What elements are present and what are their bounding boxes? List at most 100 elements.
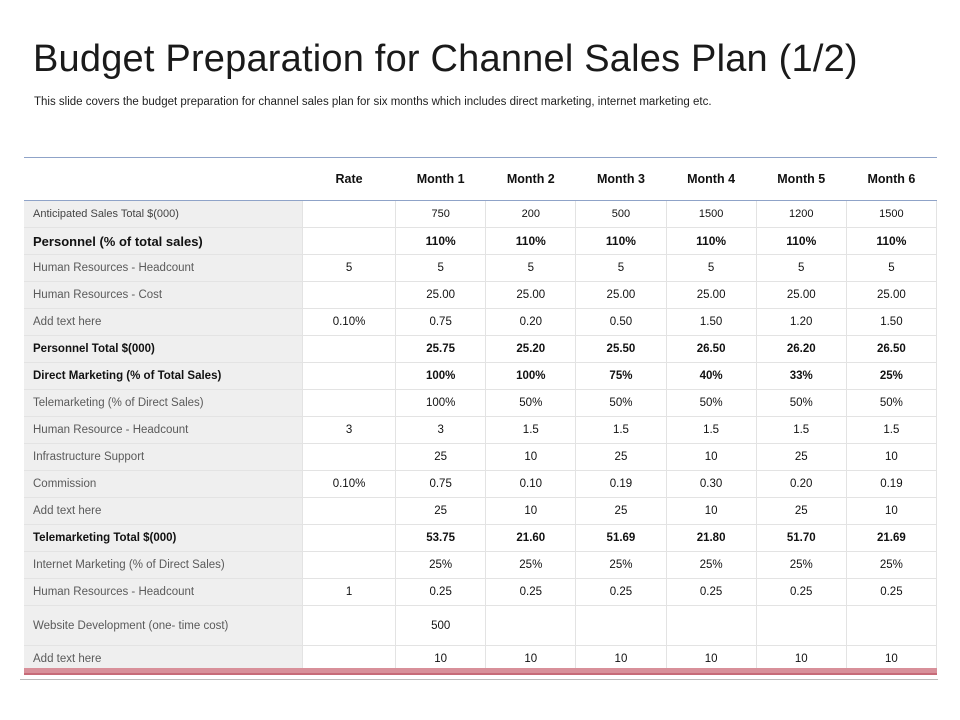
month-6-cell: 26.50: [845, 335, 938, 363]
slide-subtitle: This slide covers the budget preparation…: [34, 96, 712, 108]
month-3-cell: 0.19: [575, 470, 667, 498]
month-1-cell: 100%: [395, 362, 486, 390]
rate-cell: [301, 605, 396, 646]
month-4-cell: 1.50: [665, 308, 757, 336]
table-row: Telemarketing Total $(000) 53.75 21.60 51.6…: [24, 524, 938, 552]
header-month-4: Month 4: [666, 157, 757, 201]
month-4-cell: 25%: [665, 551, 757, 579]
month-5-cell: 25: [755, 497, 847, 525]
table-row: Direct Marketing (% of Total Sales) 100% 1…: [24, 362, 938, 390]
month-4-cell: 26.50: [665, 335, 757, 363]
month-6-cell: [845, 605, 938, 646]
month-6-cell: 25%: [845, 551, 938, 579]
month-3-cell: 500: [575, 200, 667, 228]
month-5-cell: 25%: [755, 551, 847, 579]
row-label: Human Resources - Cost: [24, 281, 303, 309]
month-2-cell: 1.5: [485, 416, 576, 444]
table-row: Human Resource - Headcount 3 3 1.5 1.5 1.5 1.5…: [24, 416, 938, 444]
table-row: Add text here 0.10% 0.75 0.20 0.50 1.50 1.20 1.…: [24, 308, 938, 336]
month-2-cell: 21.60: [485, 524, 576, 552]
table-row: Internet Marketing (% of Direct Sales) 25…: [24, 551, 938, 579]
month-1-cell: 500: [395, 605, 486, 646]
header-row: Rate Month 1 Month 2 Month 3 Month 4 Mon…: [24, 157, 937, 201]
month-2-cell: 10: [485, 443, 576, 471]
month-4-cell: 21.80: [665, 524, 757, 552]
month-1-cell: 25.00: [395, 281, 486, 309]
rate-cell: [301, 281, 396, 309]
month-1-cell: 5: [395, 254, 486, 282]
month-3-cell: 51.69: [575, 524, 667, 552]
header-month-6: Month 6: [846, 157, 937, 201]
month-4-cell: 1.5: [665, 416, 757, 444]
month-6-cell: 10: [845, 497, 938, 525]
row-label: Human Resources - Headcount: [24, 254, 303, 282]
table-row: Website Development (one- time cost) 500: [24, 605, 938, 646]
month-6-cell: 0.25: [845, 578, 938, 606]
month-6-cell: 0.19: [845, 470, 938, 498]
rate-cell: 3: [301, 416, 396, 444]
month-2-cell: 110%: [485, 227, 576, 255]
month-4-cell: 110%: [665, 227, 757, 255]
rate-cell: [301, 497, 396, 525]
month-2-cell: 5: [485, 254, 576, 282]
month-2-cell: 25.00: [485, 281, 576, 309]
month-6-cell: 1.50: [845, 308, 938, 336]
month-3-cell: 25.00: [575, 281, 667, 309]
month-2-cell: 10: [485, 497, 576, 525]
month-3-cell: 110%: [575, 227, 667, 255]
month-2-cell: 25.20: [485, 335, 576, 363]
month-5-cell: [755, 605, 847, 646]
month-6-cell: 5: [845, 254, 938, 282]
month-3-cell: 75%: [575, 362, 667, 390]
table-row: Human Resources - Headcount 5 5 5 5 5 5 5: [24, 254, 938, 282]
row-label: Anticipated Sales Total $(000): [24, 200, 303, 228]
month-3-cell: 0.25: [575, 578, 667, 606]
header-month-3: Month 3: [575, 157, 667, 201]
month-1-cell: 0.75: [395, 308, 486, 336]
month-6-cell: 1.5: [845, 416, 938, 444]
month-5-cell: 110%: [755, 227, 847, 255]
month-3-cell: [575, 605, 667, 646]
month-3-cell: 0.50: [575, 308, 667, 336]
rate-cell: [301, 551, 396, 579]
row-label: Personnel (% of total sales): [24, 227, 303, 255]
month-6-cell: 25.00: [845, 281, 938, 309]
month-4-cell: 5: [665, 254, 757, 282]
month-2-cell: 50%: [485, 389, 576, 417]
month-6-cell: 10: [845, 443, 938, 471]
rate-cell: [301, 362, 396, 390]
footer-accent-bar: [24, 668, 937, 675]
row-label: Add text here: [24, 497, 303, 525]
month-3-cell: 5: [575, 254, 667, 282]
month-2-cell: 0.25: [485, 578, 576, 606]
month-6-cell: 110%: [845, 227, 938, 255]
table-row: Add text here 25 10 25 10 25 10: [24, 497, 938, 525]
rate-cell: 0.10%: [301, 308, 396, 336]
month-3-cell: 25: [575, 497, 667, 525]
month-1-cell: 25%: [395, 551, 486, 579]
month-1-cell: 100%: [395, 389, 486, 417]
month-2-cell: 25%: [485, 551, 576, 579]
rate-cell: 5: [301, 254, 396, 282]
row-label: Infrastructure Support: [24, 443, 303, 471]
budget-table-container: Rate Month 1 Month 2 Month 3 Month 4 Mon…: [24, 157, 938, 673]
month-4-cell: 10: [665, 497, 757, 525]
month-5-cell: 0.20: [755, 470, 847, 498]
month-2-cell: 200: [485, 200, 576, 228]
month-6-cell: 25%: [845, 362, 938, 390]
month-5-cell: 0.25: [755, 578, 847, 606]
month-1-cell: 53.75: [395, 524, 486, 552]
rate-cell: [301, 443, 396, 471]
month-4-cell: 50%: [665, 389, 757, 417]
month-2-cell: 100%: [485, 362, 576, 390]
table-row: Human Resources - Headcount 1 0.25 0.25 0.25…: [24, 578, 938, 606]
row-label: Commission: [24, 470, 303, 498]
rate-cell: [301, 227, 396, 255]
footer-divider: [20, 679, 938, 680]
month-1-cell: 750: [395, 200, 486, 228]
slide-title: Budget Preparation for Channel Sales Pla…: [33, 38, 858, 80]
rate-cell: [301, 389, 396, 417]
month-5-cell: 1200: [755, 200, 847, 228]
header-rate: Rate: [302, 157, 396, 201]
month-5-cell: 51.70: [755, 524, 847, 552]
